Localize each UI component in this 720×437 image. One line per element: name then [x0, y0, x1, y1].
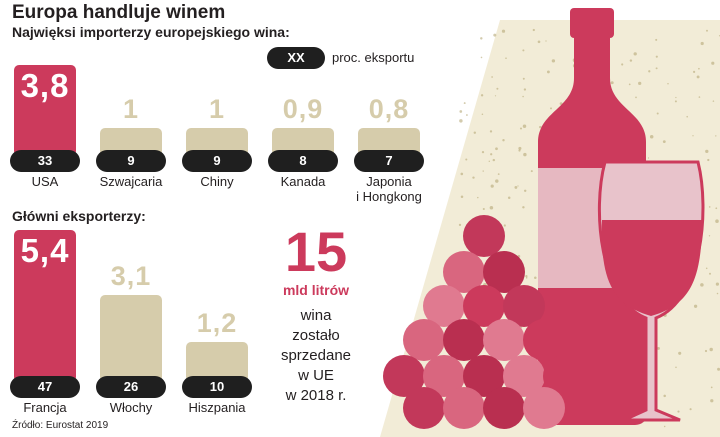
category-label: Szwajcaria	[99, 174, 163, 189]
callout-description: wina zostało sprzedane w UE w 2018 r.	[262, 306, 370, 406]
callout-unit: mld litrów	[282, 282, 350, 298]
bar	[14, 230, 76, 382]
bar-value-label: 1	[208, 94, 226, 124]
category-label: Chiny	[200, 174, 234, 189]
grape	[423, 285, 465, 327]
bar-value-label: 1	[122, 94, 140, 124]
grape	[383, 355, 425, 397]
export-share-pill: 26	[96, 376, 166, 398]
grape	[543, 355, 585, 397]
bar	[14, 64, 76, 156]
callout-line: w 2018 r.	[285, 387, 347, 404]
grape	[463, 285, 505, 327]
bar-value-label: 1,2	[196, 308, 238, 338]
bar	[186, 342, 248, 382]
wine-bottle	[538, 8, 646, 425]
category-label: Włochy	[109, 400, 153, 415]
importers-subtitle: Najwięksi importerzy europejskiego wina:	[12, 24, 290, 40]
export-share-pill: 9	[182, 150, 252, 172]
exporters-subtitle: Główni eksporterzy:	[12, 208, 146, 224]
grape	[403, 319, 445, 361]
category-label: Japonia i Hongkong	[356, 174, 422, 204]
grape	[523, 387, 565, 429]
callout-line: wina	[300, 307, 332, 324]
bar-value-label: 3,8	[20, 66, 70, 104]
grape	[503, 285, 545, 327]
bar-value-label: 3,1	[110, 260, 152, 291]
grape	[423, 355, 465, 397]
export-share-pill: 47	[10, 376, 80, 398]
chart-title: Europa handluje winem	[12, 2, 226, 23]
grape	[483, 319, 525, 361]
export-share-pill: 7	[354, 150, 424, 172]
grape-pyramid	[383, 215, 585, 429]
grape	[403, 387, 445, 429]
bar	[100, 294, 162, 382]
bar-value-label: 5,4	[20, 232, 70, 269]
source-note: Źródło: Eurostat 2019	[12, 420, 109, 431]
bar-value-label: 0,8	[368, 94, 410, 124]
callout-line: zostało	[292, 327, 340, 344]
export-share-pill: 10	[182, 376, 252, 398]
grape	[483, 251, 525, 293]
legend-label: proc. eksportu	[332, 50, 415, 65]
category-label: Francja	[23, 400, 67, 415]
category-label: USA	[31, 174, 59, 189]
bar-value-label: 0,9	[282, 94, 324, 124]
category-label: Kanada	[280, 174, 326, 189]
callout-number: 15	[284, 220, 348, 283]
category-label: Hiszpania	[188, 400, 246, 415]
grape	[523, 319, 565, 361]
callout-line: w UE	[298, 367, 334, 384]
grape	[503, 355, 545, 397]
wine-illustration	[380, 8, 720, 437]
grape	[443, 251, 485, 293]
grape	[463, 215, 505, 257]
export-share-pill: 9	[96, 150, 166, 172]
export-share-pill: 33	[10, 150, 80, 172]
callout-line: sprzedane	[280, 347, 352, 364]
grape	[443, 319, 485, 361]
export-share-pill: 8	[268, 150, 338, 172]
grape	[443, 387, 485, 429]
grape	[483, 387, 525, 429]
grape	[463, 355, 505, 397]
legend-pill: XX	[267, 47, 325, 69]
wine-glass	[597, 160, 705, 422]
